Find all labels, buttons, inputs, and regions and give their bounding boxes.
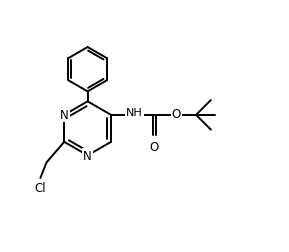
- Text: Cl: Cl: [35, 182, 46, 195]
- Text: N: N: [83, 149, 92, 162]
- Text: O: O: [171, 108, 181, 120]
- Text: O: O: [149, 141, 159, 154]
- Text: NH: NH: [126, 108, 143, 117]
- Text: N: N: [60, 109, 68, 122]
